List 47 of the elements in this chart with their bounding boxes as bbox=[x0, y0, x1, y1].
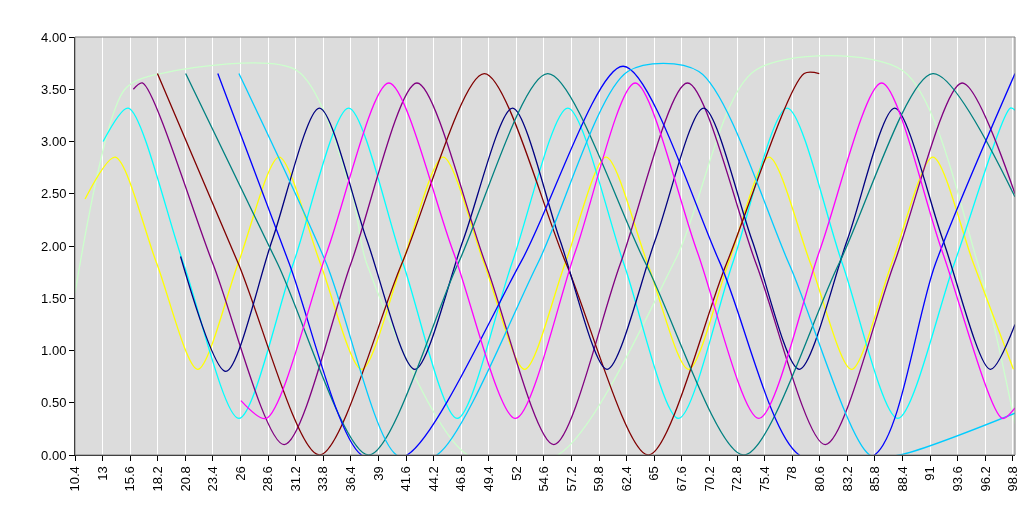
x-tick-label: 72.8 bbox=[729, 466, 745, 492]
line-series bbox=[102, 107, 1015, 420]
x-tick-label: 46.8 bbox=[453, 466, 469, 492]
x-tick-label: 33.8 bbox=[315, 466, 331, 492]
x-tick-label: 18.2 bbox=[149, 466, 165, 492]
x-tick-label: 39 bbox=[370, 466, 386, 481]
x-tick-label: 91 bbox=[922, 466, 938, 481]
y-tick-label: 1.50 bbox=[41, 290, 67, 306]
y-tick-label: 2.50 bbox=[41, 186, 67, 202]
y-tick-label: 0.00 bbox=[41, 447, 67, 463]
x-tick-label: 13 bbox=[94, 466, 110, 481]
x-tick-label: 44.2 bbox=[425, 466, 441, 492]
x-tick-label: 52 bbox=[508, 466, 524, 481]
x-tick-label: 67.6 bbox=[674, 466, 690, 492]
x-tick-label: 85.8 bbox=[867, 466, 883, 492]
x-tick-label: 31.2 bbox=[287, 466, 303, 492]
x-tick-label: 65 bbox=[646, 466, 662, 481]
y-tick-label: 1.00 bbox=[41, 343, 67, 359]
x-tick-label: 49.4 bbox=[480, 466, 496, 492]
y-tick-label: 3.50 bbox=[41, 81, 67, 97]
x-tick-label: 88.4 bbox=[894, 466, 910, 492]
x-tick-label: 75.4 bbox=[756, 466, 772, 492]
y-tick-label: 2.00 bbox=[41, 238, 67, 254]
y-tick-label: 4.00 bbox=[41, 29, 67, 45]
x-tick-label: 26 bbox=[232, 466, 248, 481]
x-tick-label: 36.4 bbox=[343, 466, 359, 492]
x-tick-label: 28.6 bbox=[260, 466, 276, 492]
x-tick-label: 10.4 bbox=[67, 466, 83, 492]
y-tick-label: 3.00 bbox=[41, 134, 67, 150]
x-tick-label: 23.4 bbox=[205, 466, 221, 492]
x-tick-label: 98.8 bbox=[1005, 466, 1021, 492]
line-series bbox=[84, 156, 1015, 370]
x-tick-label: 59.8 bbox=[591, 466, 607, 492]
x-tick-label: 70.2 bbox=[701, 466, 717, 492]
x-tick-label: 83.2 bbox=[839, 466, 855, 492]
x-tick-label: 15.6 bbox=[122, 466, 138, 492]
x-tick-label: 54.6 bbox=[536, 466, 552, 492]
x-tick-label: 80.6 bbox=[812, 466, 828, 492]
x-tick-label: 41.6 bbox=[398, 466, 414, 492]
line-series bbox=[179, 107, 1015, 373]
x-tick-label: 96.2 bbox=[977, 466, 993, 492]
y-tick-label: 0.50 bbox=[41, 395, 67, 411]
x-tick-label: 93.6 bbox=[949, 466, 965, 492]
x-tick-label: 57.2 bbox=[563, 466, 579, 492]
x-tick-label: 62.4 bbox=[618, 466, 634, 492]
x-tick-label: 20.8 bbox=[177, 466, 193, 492]
x-tick-label: 78 bbox=[784, 466, 800, 481]
